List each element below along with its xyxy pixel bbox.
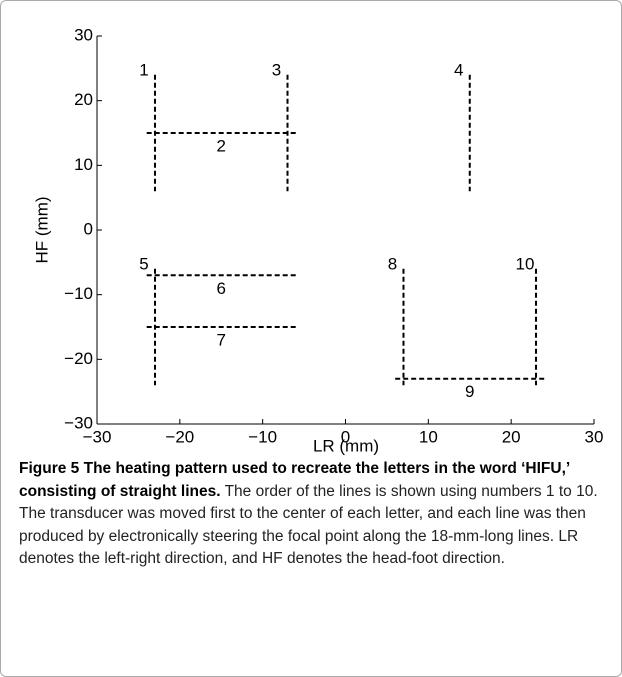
line-number: 2 <box>217 136 226 155</box>
caption-title: Figure 5 The heating pattern used to rec… <box>19 460 570 500</box>
x-tick-label: 10 <box>419 427 438 446</box>
line-number: 5 <box>139 254 148 273</box>
y-tick-label: 0 <box>84 219 93 238</box>
x-tick-label: 0 <box>341 427 350 446</box>
line-number: 4 <box>454 60 463 79</box>
line-number: 8 <box>388 254 397 273</box>
x-tick-label: 30 <box>585 427 604 446</box>
line-number: 1 <box>139 60 148 79</box>
line-number: 7 <box>217 330 226 349</box>
line-number: 9 <box>465 382 474 401</box>
caption: Figure 5 The heating pattern used to rec… <box>19 458 611 571</box>
x-tick-label: −20 <box>165 427 194 446</box>
x-tick-label: 20 <box>502 427 521 446</box>
y-tick-label: 10 <box>74 155 93 174</box>
line-number: 10 <box>516 254 535 273</box>
y-tick-label: −10 <box>64 284 93 303</box>
x-axis-label: LR (mm) <box>313 436 379 455</box>
line-number: 3 <box>272 60 281 79</box>
caption-text: The order of the lines is shown using nu… <box>19 482 598 568</box>
x-tick-label: −10 <box>248 427 277 446</box>
x-tick-label: −30 <box>83 427 112 446</box>
y-tick-label: 30 <box>74 25 93 44</box>
y-tick-label: 20 <box>74 90 93 109</box>
y-axis-label: HF (mm) <box>32 196 51 263</box>
line-number: 6 <box>217 279 226 298</box>
y-tick-label: −30 <box>64 413 93 432</box>
y-tick-label: −20 <box>64 349 93 368</box>
chart: LR (mm) HF (mm) −30 −20 −10 0 10 20 30−30−20−1… <box>32 25 604 455</box>
